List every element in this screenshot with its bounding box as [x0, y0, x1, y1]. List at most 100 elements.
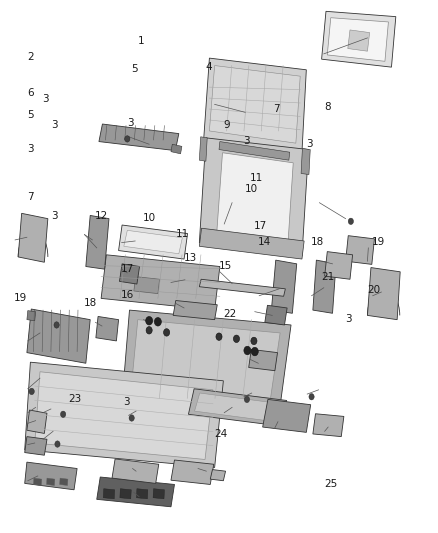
Text: 10: 10 [245, 184, 258, 194]
Circle shape [53, 318, 58, 324]
Polygon shape [103, 489, 115, 499]
Text: 9: 9 [223, 120, 230, 130]
Text: 11: 11 [175, 229, 189, 239]
Circle shape [348, 218, 353, 224]
Polygon shape [348, 30, 370, 51]
Circle shape [94, 255, 100, 262]
Polygon shape [204, 58, 306, 152]
Circle shape [251, 337, 257, 345]
Circle shape [94, 241, 100, 249]
Circle shape [309, 393, 314, 400]
Circle shape [281, 274, 287, 282]
Polygon shape [153, 489, 164, 499]
Polygon shape [27, 410, 47, 433]
Polygon shape [171, 144, 182, 154]
Text: 3: 3 [42, 94, 49, 104]
Text: 3: 3 [51, 211, 57, 221]
Text: 7: 7 [27, 192, 34, 202]
Circle shape [60, 411, 66, 417]
Text: 7: 7 [274, 104, 280, 115]
Circle shape [55, 441, 60, 447]
Polygon shape [27, 311, 35, 321]
Polygon shape [188, 389, 287, 426]
Polygon shape [35, 372, 213, 459]
Text: 23: 23 [68, 394, 81, 404]
Text: 3: 3 [306, 139, 313, 149]
Polygon shape [96, 317, 119, 341]
Text: 10: 10 [143, 213, 156, 223]
Polygon shape [265, 305, 287, 325]
Text: 8: 8 [324, 102, 330, 112]
Polygon shape [112, 459, 159, 483]
Text: 6: 6 [27, 88, 34, 99]
Polygon shape [217, 153, 293, 243]
Polygon shape [313, 260, 336, 313]
Text: 3: 3 [127, 118, 134, 127]
Polygon shape [199, 228, 304, 259]
Polygon shape [124, 230, 182, 254]
Polygon shape [171, 460, 214, 484]
Circle shape [244, 346, 251, 355]
Polygon shape [199, 138, 308, 256]
Text: 12: 12 [95, 211, 108, 221]
Polygon shape [86, 215, 109, 269]
Text: 3: 3 [123, 397, 130, 407]
Text: 16: 16 [121, 290, 134, 301]
Text: 20: 20 [367, 285, 381, 295]
Text: 18: 18 [84, 298, 97, 309]
Polygon shape [33, 478, 42, 486]
Polygon shape [97, 477, 174, 507]
Polygon shape [134, 277, 159, 294]
Text: 24: 24 [215, 429, 228, 439]
Text: 3: 3 [51, 120, 57, 130]
Polygon shape [120, 489, 131, 499]
Circle shape [233, 335, 240, 343]
Polygon shape [120, 264, 140, 284]
Circle shape [163, 329, 170, 336]
Text: 5: 5 [27, 110, 34, 120]
Text: 14: 14 [258, 237, 272, 247]
Polygon shape [367, 268, 400, 320]
Circle shape [138, 269, 143, 275]
Text: 3: 3 [27, 144, 34, 154]
Text: 5: 5 [132, 64, 138, 75]
Text: 15: 15 [219, 261, 232, 271]
Circle shape [154, 318, 161, 326]
Text: 1: 1 [138, 36, 145, 46]
Circle shape [321, 300, 327, 308]
Polygon shape [60, 478, 68, 486]
Text: 3: 3 [346, 314, 352, 325]
Polygon shape [123, 310, 291, 406]
Text: 21: 21 [321, 272, 335, 282]
Text: 13: 13 [184, 253, 198, 263]
Circle shape [216, 333, 222, 341]
Polygon shape [199, 137, 207, 161]
Circle shape [251, 348, 258, 356]
Polygon shape [313, 414, 344, 437]
Polygon shape [18, 213, 48, 262]
Circle shape [321, 287, 327, 294]
Circle shape [321, 274, 327, 282]
Polygon shape [119, 225, 187, 259]
Circle shape [281, 300, 287, 308]
Polygon shape [25, 362, 223, 467]
Polygon shape [27, 309, 90, 364]
Polygon shape [99, 124, 179, 151]
Polygon shape [101, 255, 220, 310]
Polygon shape [132, 320, 280, 398]
Circle shape [129, 415, 134, 421]
Text: 2: 2 [27, 52, 34, 62]
Polygon shape [263, 399, 311, 432]
Text: 25: 25 [324, 479, 337, 489]
Polygon shape [199, 279, 286, 296]
Polygon shape [346, 236, 374, 264]
Text: 17: 17 [254, 221, 267, 231]
Polygon shape [325, 252, 353, 279]
Polygon shape [209, 66, 300, 143]
Polygon shape [137, 489, 148, 499]
Text: 4: 4 [206, 62, 212, 72]
Polygon shape [219, 142, 290, 160]
Circle shape [281, 287, 287, 294]
Polygon shape [173, 301, 217, 320]
Polygon shape [249, 350, 278, 370]
